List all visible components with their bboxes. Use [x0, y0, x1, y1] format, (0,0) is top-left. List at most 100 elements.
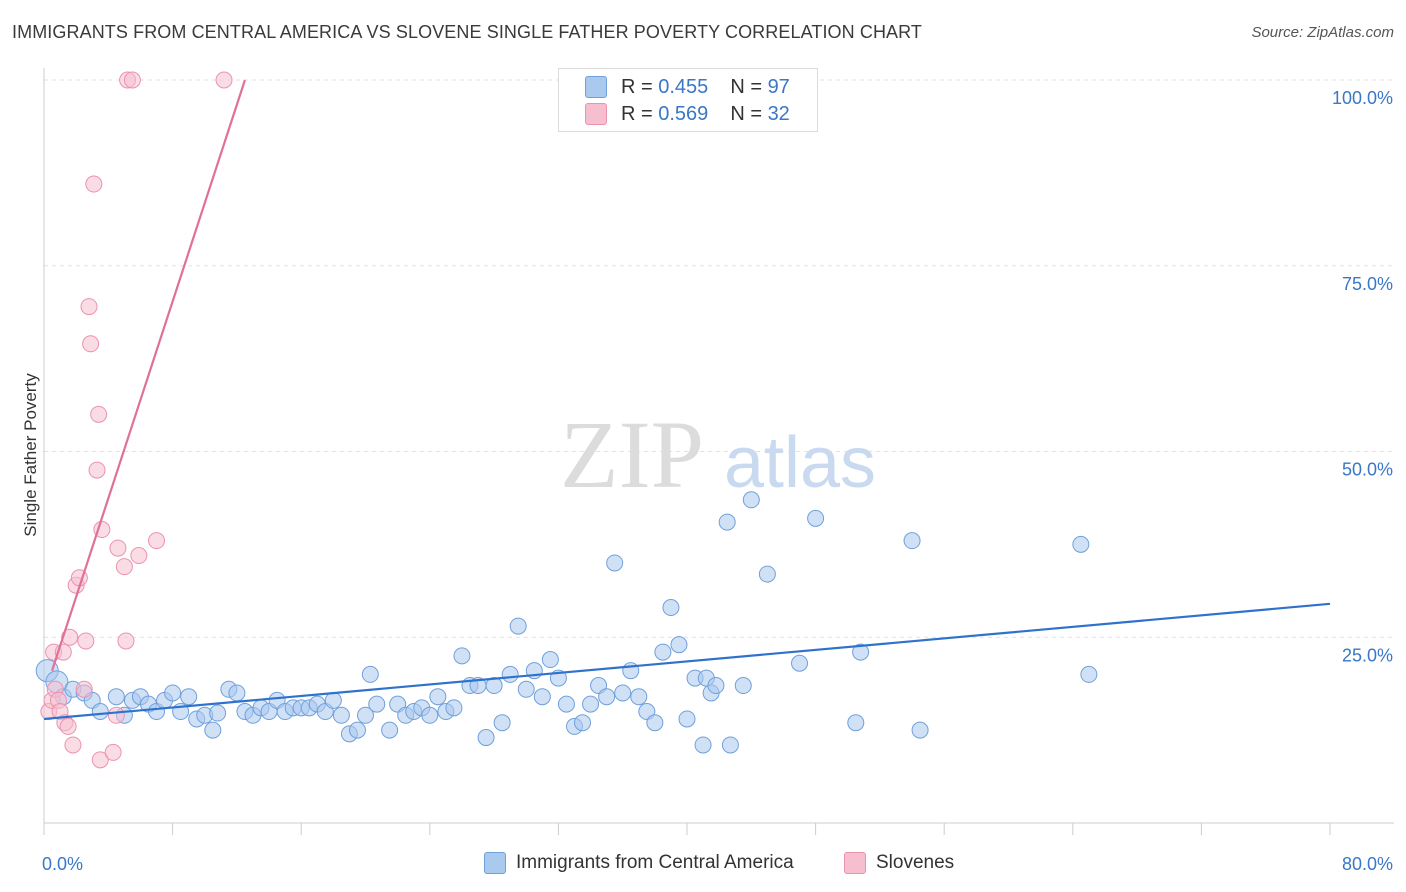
pink-point [77, 632, 95, 650]
blue-point [630, 688, 648, 706]
blue-point [654, 643, 672, 661]
blue-point [164, 684, 182, 702]
r-label: R = [621, 75, 659, 98]
blue-swatch [585, 76, 607, 98]
blue-trend-line [43, 602, 1331, 721]
blue-point [477, 729, 495, 747]
blue-point [598, 688, 616, 706]
blue-point [493, 714, 511, 732]
blue-point [582, 695, 600, 713]
blue-swatch [484, 852, 506, 874]
grid [44, 79, 1394, 638]
blue-point [429, 688, 447, 706]
blue-point [421, 706, 439, 724]
pink-point [75, 680, 93, 698]
pink-point [215, 71, 233, 89]
y-tick-label: 100.0% [1332, 88, 1393, 108]
pink-trend-line [50, 79, 246, 672]
blue-point [903, 532, 921, 550]
pink-point [123, 71, 141, 89]
axes [43, 68, 1394, 835]
pink-swatch [844, 852, 866, 874]
blue-point [509, 617, 527, 635]
blue-point [204, 721, 222, 739]
legend-label: Immigrants from Central America [516, 852, 794, 873]
n-label: N = [730, 75, 768, 98]
blue-point [485, 677, 503, 695]
pink-point [61, 628, 79, 646]
n-value: 97 [767, 75, 790, 98]
trend-lines [43, 79, 1331, 721]
pink-point [85, 175, 103, 193]
blue-point [911, 721, 929, 739]
watermark: ZIP atlas [560, 401, 876, 508]
pink-point [104, 743, 122, 761]
pink-point [91, 751, 109, 769]
pink-point [117, 632, 135, 650]
blue-point [574, 714, 592, 732]
source-label: Source: ZipAtlas.com [1251, 24, 1394, 41]
legend-item-central-america: Immigrants from Central America [484, 852, 794, 874]
y-axis-label: Single Father Poverty [21, 373, 40, 537]
blue-point [517, 680, 535, 698]
legend-label: Slovenes [876, 852, 955, 873]
blue-point [718, 513, 736, 531]
blue-point [368, 695, 386, 713]
blue-point [557, 695, 575, 713]
blue-point [1080, 665, 1098, 683]
pink-point [64, 736, 82, 754]
blue-point [707, 677, 725, 695]
pink-point [90, 405, 108, 423]
pink-point [80, 298, 98, 316]
blue-point [721, 736, 739, 754]
blue-point [791, 654, 809, 672]
y-tick-label: 50.0% [1342, 460, 1393, 480]
pink-point [59, 717, 77, 735]
pink-point [82, 335, 100, 353]
blue-point [445, 699, 463, 717]
blue-point [348, 721, 366, 739]
blue-point [670, 636, 688, 654]
blue-point [361, 665, 379, 683]
blue-point [501, 665, 519, 683]
stats-legend-row-pink: R = 0.569 N = 32 [585, 102, 790, 126]
blue-point [662, 599, 680, 617]
blue-point [357, 706, 374, 724]
n-label: N = [730, 102, 768, 125]
blue-point [453, 647, 471, 665]
n-value: 32 [767, 102, 790, 125]
x-tick-label: 80.0% [1342, 854, 1393, 874]
blue-point [209, 704, 227, 722]
y-tick-label: 75.0% [1342, 274, 1393, 294]
blue-point [332, 706, 350, 724]
blue-point [678, 710, 696, 728]
chart-title: IMMIGRANTS FROM CENTRAL AMERICA VS SLOVE… [12, 22, 923, 42]
pink-point [88, 461, 106, 479]
pink-point [109, 539, 127, 557]
points [35, 71, 1098, 769]
blue-point [541, 651, 559, 669]
tick-labels: 100.0% 75.0% 50.0% 25.0% 0.0% 80.0% [42, 88, 1393, 874]
blue-point [533, 688, 551, 706]
blue-point [646, 714, 664, 732]
blue-point [734, 677, 752, 695]
pink-point [115, 558, 133, 576]
blue-point [758, 565, 776, 583]
watermark-atlas: atlas [724, 423, 876, 503]
watermark-zip: ZIP [560, 401, 704, 508]
blue-point [694, 736, 712, 754]
stats-legend: R = 0.455 N = 97 R = 0.569 N = 32 [558, 68, 818, 132]
pink-swatch [585, 103, 607, 125]
blue-point [847, 714, 865, 732]
blue-point [107, 688, 125, 706]
r-value: 0.455 [658, 75, 709, 98]
x-tick-label: 0.0% [42, 854, 83, 874]
blue-point [1072, 535, 1090, 553]
pink-point [130, 547, 148, 565]
stats-legend-row-blue: R = 0.455 N = 97 [585, 75, 790, 99]
blue-point [381, 721, 399, 739]
r-value: 0.569 [658, 102, 709, 125]
blue-point [180, 688, 198, 706]
legend-item-slovenes: Slovenes [844, 852, 954, 874]
